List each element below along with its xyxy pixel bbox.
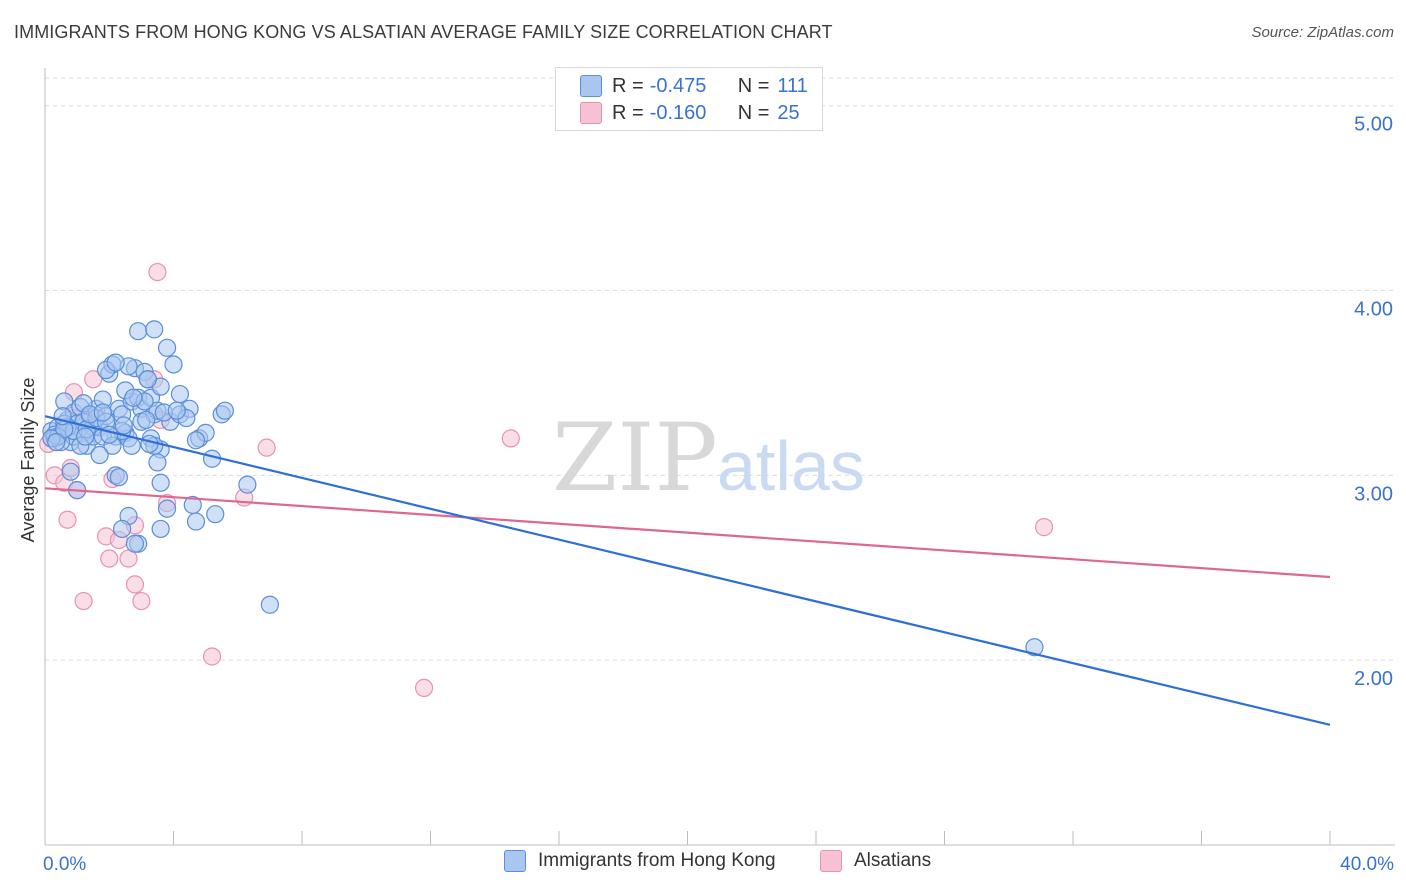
hong-kong-point — [106, 353, 125, 372]
hong-kong-point — [129, 322, 148, 341]
legend-n-value: 25 — [777, 101, 800, 124]
correlation-legend: R = -0.475 N = 111 R = -0.160 N = 25 — [555, 67, 823, 131]
y-tick-label: 3.00 — [1354, 483, 1393, 505]
axis-labels: 2.00 3.00 4.00 5.00 0.0% 40.0% Average Family … — [18, 114, 1394, 875]
alsatian-point — [148, 262, 167, 282]
source-label: Source: ZipAtlas.com — [1251, 24, 1394, 41]
hong-kong-point — [238, 475, 257, 494]
hong-kong-point — [206, 505, 225, 524]
hong-kong-points — [42, 320, 1044, 657]
legend-label-alsatians: Alsatians — [854, 850, 932, 871]
alsatian-point — [125, 575, 145, 594]
hong-kong-point — [148, 453, 167, 472]
hong-kong-point — [260, 595, 279, 614]
hong-kong-point — [61, 462, 80, 481]
legend-label-hong-kong: Immigrants from Hong Kong — [538, 850, 776, 871]
watermark-atlas: atlas — [717, 427, 865, 505]
alsatian-point — [74, 591, 93, 611]
legend-row-alsatians: R = -0.160 N = 25 — [580, 101, 800, 125]
series-legend: Immigrants from Hong Kong Alsatians — [0, 850, 1406, 878]
alsatian-point — [1034, 518, 1054, 537]
alsatians-points — [39, 262, 1054, 698]
legend-item-hong-kong: Immigrants from Hong Kong — [504, 850, 776, 872]
legend-n-label: N = — [737, 74, 770, 97]
hong-kong-point — [1025, 638, 1044, 657]
legend-row-hong-kong: R = -0.475 N = 111 — [580, 74, 808, 98]
chart-title: IMMIGRANTS FROM HONG KONG VS ALSATIAN AV… — [14, 22, 833, 42]
hong-kong-point — [140, 434, 159, 454]
hong-kong-point — [186, 512, 206, 531]
hong-kong-point — [167, 401, 186, 420]
y-tick-label: 2.00 — [1354, 668, 1393, 690]
legend-swatch-blue — [504, 850, 526, 872]
legend-item-alsatians: Alsatians — [820, 850, 931, 872]
alsatian-point — [58, 510, 77, 529]
y-axis-label: Average Family Size — [18, 378, 38, 543]
hong-kong-trend-line — [44, 415, 1331, 726]
alsatian-point — [100, 549, 119, 568]
alsatian-point — [414, 678, 434, 698]
legend-r-label: R = — [612, 74, 644, 97]
hong-kong-point — [138, 370, 157, 389]
axes-layer — [44, 68, 1395, 846]
grid-layer — [45, 77, 1395, 661]
legend-r-value: -0.475 — [649, 74, 707, 97]
alsatians-trend-line — [44, 487, 1331, 579]
hong-kong-point — [93, 403, 112, 422]
alsatian-point — [501, 429, 520, 448]
legend-swatch-blue — [580, 75, 602, 97]
x-tick-label-max: 40.0% — [1340, 854, 1394, 875]
hong-kong-point — [215, 401, 234, 420]
legend-n-label: N = — [737, 101, 770, 124]
hong-kong-point — [157, 338, 177, 357]
hong-kong-point — [186, 431, 206, 450]
y-tick-label: 4.00 — [1354, 299, 1393, 321]
alsatian-point — [84, 370, 103, 389]
trend-lines — [44, 415, 1331, 726]
legend-r-value: -0.160 — [649, 101, 707, 124]
alsatian-point — [257, 438, 276, 457]
hong-kong-point — [109, 468, 128, 487]
hong-kong-point — [157, 499, 177, 518]
hong-kong-point — [100, 425, 119, 444]
alsatian-point — [202, 647, 222, 666]
hong-kong-point — [47, 432, 66, 452]
hong-kong-point — [125, 534, 145, 553]
hong-kong-point — [122, 436, 141, 455]
hong-kong-point — [90, 445, 109, 465]
legend-swatch-pink — [820, 850, 842, 872]
hong-kong-point — [137, 410, 156, 430]
hong-kong-point — [145, 320, 164, 339]
legend-r-label: R = — [612, 101, 644, 124]
hong-kong-point — [112, 519, 132, 539]
y-tick-label: 5.00 — [1354, 114, 1393, 136]
hong-kong-point — [170, 384, 190, 404]
hong-kong-point — [124, 388, 143, 407]
legend-n-value: 111 — [777, 74, 808, 97]
hong-kong-point — [114, 416, 133, 435]
hong-kong-point — [151, 473, 170, 492]
hong-kong-point — [76, 427, 95, 446]
hong-kong-point — [151, 519, 170, 539]
hong-kong-point — [164, 355, 183, 374]
watermark: ZIP atlas — [552, 404, 865, 513]
watermark-zip: ZIP — [552, 404, 718, 513]
alsatian-point — [132, 591, 151, 611]
x-tick-label-min: 0.0% — [43, 854, 86, 875]
legend-swatch-pink — [580, 102, 602, 124]
